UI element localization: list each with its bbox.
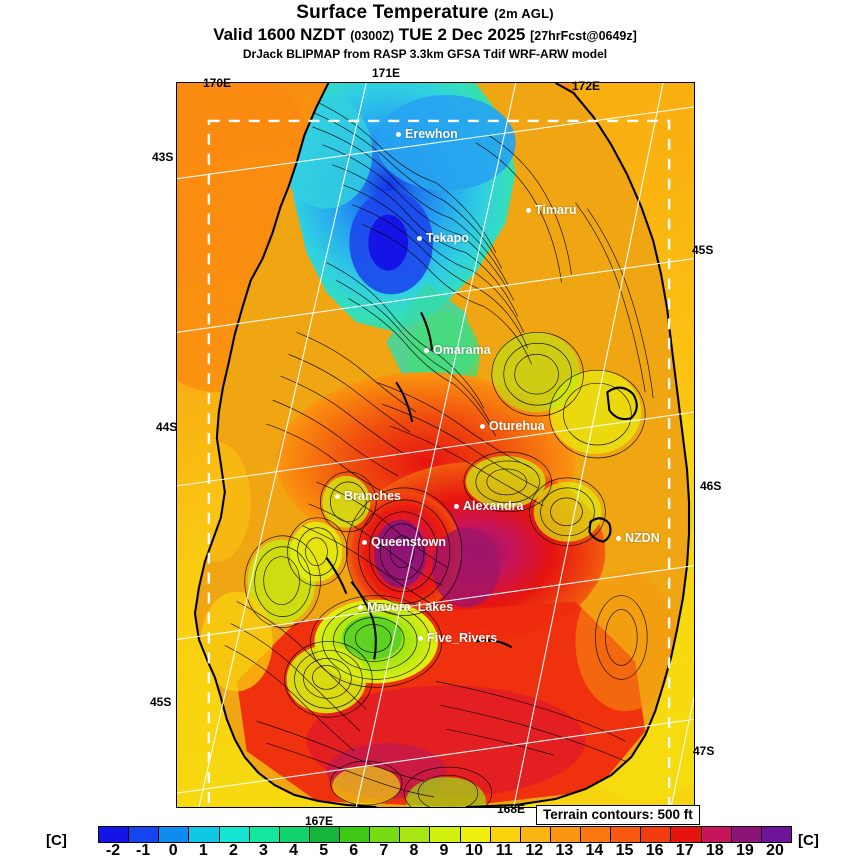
colorbar-tick: 20 [766,842,784,859]
land-temperature-field [194,83,690,807]
colorbar-swatch[interactable] [460,827,491,842]
terrain-contour-lines [224,92,654,807]
south-cool-patch [406,777,486,807]
colorbar-swatch[interactable] [219,827,250,842]
colorbar-swatch[interactable] [279,827,310,842]
colorbar-tick: 0 [168,842,178,859]
south-cool-patch-b [332,766,401,807]
mountain-cool-patch-f [465,455,546,508]
latitude-label: 44S [156,420,178,434]
coastline [193,83,691,807]
colorbar-tick: 7 [379,842,389,859]
colorbar-tick: 6 [349,842,359,859]
hot-core-inner [374,519,427,588]
valid-date: TUE 2 Dec 2025 [398,25,526,44]
longitude-label: 171E [372,66,401,80]
colorbar-swatch[interactable] [671,827,702,842]
colorbar-tick: 2 [228,842,238,859]
latitude-label: 46S [700,479,722,493]
colorbar-tick: 8 [409,842,419,859]
colorbar-swatch[interactable] [400,827,431,842]
colorbar-swatch[interactable] [581,827,612,842]
colorbar-swatch[interactable] [520,827,551,842]
colorbar-swatch[interactable] [249,827,280,842]
valid-local-time: Valid 1600 NZDT [213,25,346,44]
colorbar-tick: 5 [319,842,329,859]
model-source-line: DrJack BLIPMAP from RASP 3.3km GFSA Tdif… [242,47,608,61]
mountain-cool-patch-g [533,481,602,542]
latitude-label: 45S [692,243,714,257]
colorbar-tick: 19 [735,842,754,859]
colorbar-tick: 12 [525,842,544,859]
colorbar-tick: 18 [705,842,724,859]
cold-north-lobe [376,94,516,191]
model-domain-box [207,119,671,807]
colorbar-swatch[interactable] [340,827,371,842]
colorbar-swatch[interactable] [550,827,581,842]
colorbar-tick: 3 [259,842,268,859]
colorbar-unit-right: [C] [798,832,819,849]
inland-cool-patch [491,332,580,413]
colorbar-tick: 14 [585,842,604,859]
colorbar-swatch[interactable] [309,827,340,842]
colorbar-tick: 4 [289,842,299,859]
colorbar-swatch[interactable] [761,827,791,842]
colorbar-swatch[interactable] [189,827,220,842]
latitude-label: 43S [152,150,174,164]
mountain-cool-patch-d [290,521,343,582]
terrain-contour-legend: Terrain contours: 500 ft [536,805,700,825]
colorbar-swatch[interactable] [129,827,160,842]
cold-core-inner [368,214,409,271]
longitude-label: 172E [572,79,601,93]
colorbar-swatch[interactable] [370,827,401,842]
colorbar-swatch[interactable] [99,827,130,842]
colorbar-tick-labels: -2 -1 0 1 2 3 4 5 6 7 8 9 10 11 12 13 14 15 16 17 18 19 20 [98,842,790,860]
colorbar-tick: 15 [615,842,634,859]
latitude-label: 45S [150,695,172,709]
colorbar-tick: 9 [439,842,449,859]
forecast-hour-badge: [27hrFcst@0649z] [530,29,637,43]
map-canvas[interactable] [176,82,695,808]
colorbar-swatch[interactable] [611,827,642,842]
colorbar-swatch[interactable] [701,827,732,842]
colorbar-tick: 13 [555,842,574,859]
colorbar-tick: 17 [675,842,694,859]
title-block: Surface Temperature (2m AGL) Valid 1600 … [0,0,850,62]
valid-utc-time: (0300Z) [350,29,394,43]
valid-time-line: Valid 1600 NZDT (0300Z) TUE 2 Dec 2025 [… [0,25,850,46]
colorbar-tick: -2 [105,842,121,859]
page-title-sub: (2m AGL) [494,6,554,21]
latitude-label: 47S [693,744,715,758]
alexandra-hot-spot [432,527,500,608]
colorbar-swatch[interactable] [159,827,190,842]
colorbar-swatch[interactable] [731,827,762,842]
colorbar-tick: 16 [645,842,664,859]
graticule-lines [177,83,694,807]
colorbar-tick: -1 [136,842,151,859]
colorbar-tick: 11 [495,842,513,859]
colorbar-swatch[interactable] [641,827,672,842]
page-title: Surface Temperature (2m AGL) [0,3,850,24]
mountain-cool-core-a [342,615,403,660]
page-title-text: Surface Temperature [296,2,489,23]
east-coast-strip [575,571,676,712]
longitude-label: 168E [497,802,526,816]
longitude-label: 170E [203,76,232,90]
colorbar-swatches[interactable] [98,826,792,843]
colorbar[interactable]: [C] [C] -2 -1 0 1 2 3 4 5 6 7 8 9 10 11 12 13 14 15 16 17 18… [0,824,850,860]
colorbar-tick: 1 [198,842,208,859]
colorbar-swatch[interactable] [430,827,461,842]
mountain-cool-patch-e [322,475,371,528]
colorbar-unit-left: [C] [46,832,67,849]
colorbar-tick: 10 [465,842,483,859]
longitude-label: 167E [305,814,334,828]
temperature-field-svg [177,83,694,807]
colorbar-swatch[interactable] [490,827,521,842]
